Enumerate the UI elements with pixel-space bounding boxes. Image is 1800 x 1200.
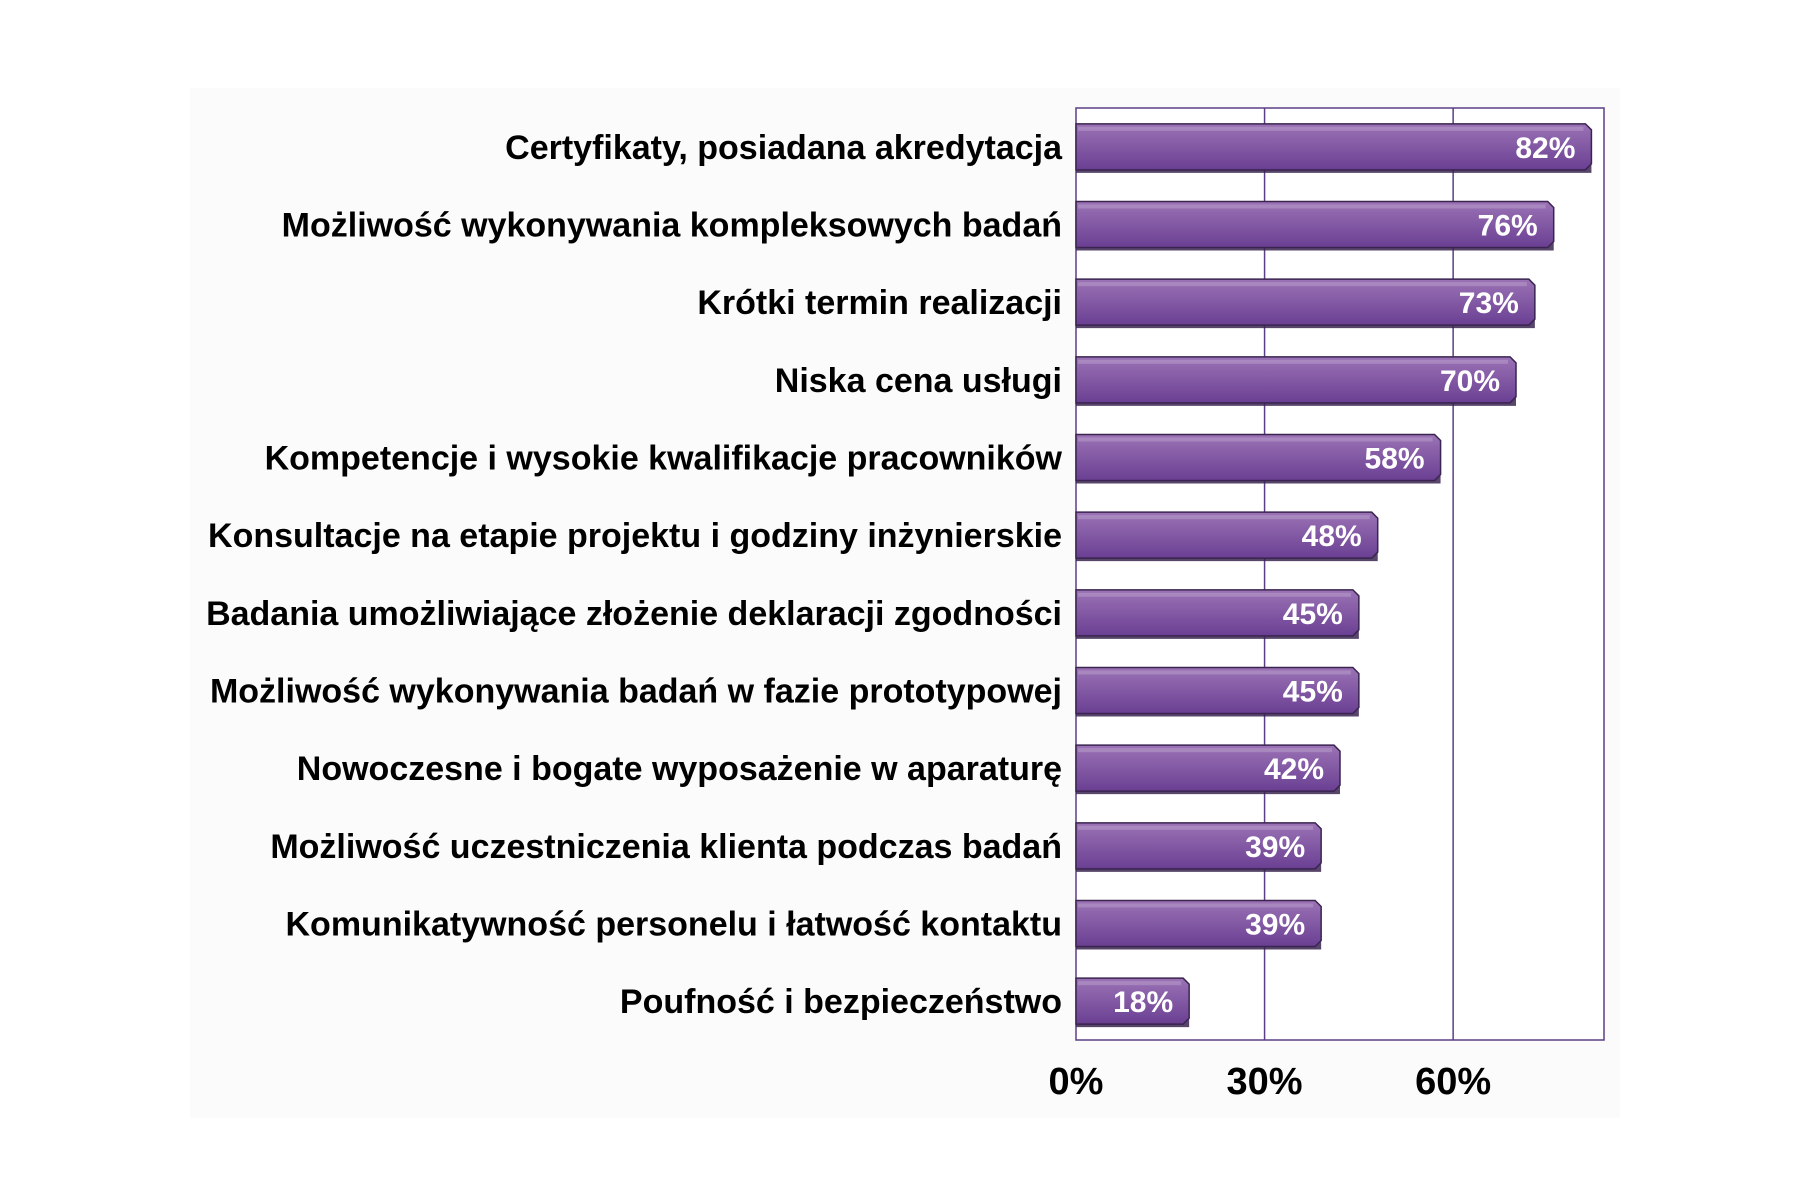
bar-9	[1075, 822, 1322, 870]
bar-highlight-2	[1078, 282, 1527, 287]
category-label-0: Certyfikaty, posiadana akredytacja	[505, 129, 1063, 167]
category-label-2: Krótki termin realizacji	[697, 284, 1062, 322]
plot-area	[1075, 107, 1605, 1041]
category-label-5: Konsultacje na etapie projektu i godziny…	[208, 517, 1062, 555]
bar-value-label-9: 39%	[1245, 831, 1305, 864]
bar-value-label-4: 58%	[1365, 443, 1425, 476]
bar-11	[1075, 977, 1190, 1025]
bar-2	[1075, 278, 1536, 326]
x-tick-label-1: 30%	[1227, 1061, 1303, 1103]
bar-highlight-1	[1078, 204, 1546, 209]
bar-value-label-1: 76%	[1478, 210, 1538, 243]
bar-7	[1075, 666, 1360, 715]
category-label-1: Możliwość wykonywania kompleksowych bada…	[282, 207, 1062, 245]
bar-value-label-2: 73%	[1459, 287, 1519, 320]
category-label-3: Niska cena usługi	[775, 362, 1062, 400]
x-tick-label-0: 0%	[1049, 1061, 1104, 1103]
bar-8	[1075, 744, 1341, 792]
category-label-4: Kompetencje i wysokie kwalifikacje praco…	[265, 440, 1063, 478]
category-label-11: Poufność i bezpieczeństwo	[620, 983, 1062, 1021]
bar-highlight-8	[1078, 748, 1332, 753]
bar-10	[1075, 899, 1322, 948]
bar-value-label-7: 45%	[1283, 676, 1343, 709]
bar-value-label-0: 82%	[1515, 132, 1575, 165]
x-tick-label-2: 60%	[1415, 1061, 1491, 1103]
bar-value-label-6: 45%	[1283, 598, 1343, 631]
category-label-9: Możliwość uczestniczenia klienta podczas…	[270, 828, 1062, 866]
category-label-7: Możliwość wykonywania badań w fazie prot…	[210, 673, 1062, 711]
bar-highlight-4	[1078, 437, 1433, 442]
bar-highlight-11	[1078, 981, 1182, 986]
bar-1	[1075, 200, 1555, 249]
bar-value-label-11: 18%	[1113, 986, 1173, 1019]
bar-highlight-9	[1078, 825, 1314, 830]
bar-highlight-10	[1078, 903, 1314, 908]
bar-highlight-0	[1078, 126, 1584, 131]
bar-value-label-5: 48%	[1302, 520, 1362, 553]
bar-highlight-5	[1078, 515, 1370, 520]
bar-value-label-10: 39%	[1245, 909, 1305, 942]
category-label-10: Komunikatywność personelu i łatwość kont…	[286, 906, 1063, 944]
bar-0	[1075, 123, 1593, 171]
bar-highlight-7	[1078, 670, 1351, 675]
bar-6	[1075, 589, 1360, 637]
bar-value-label-3: 70%	[1440, 365, 1500, 398]
bar-value-label-8: 42%	[1264, 753, 1324, 786]
bar-highlight-6	[1078, 592, 1351, 597]
bar-3	[1075, 356, 1517, 404]
category-label-6: Badania umożliwiające złożenie deklaracj…	[206, 595, 1062, 633]
bar-4	[1075, 433, 1442, 482]
bar-5	[1075, 511, 1379, 559]
category-label-8: Nowoczesne i bogate wyposażenie w aparat…	[297, 750, 1062, 788]
bar-highlight-3	[1078, 359, 1508, 364]
